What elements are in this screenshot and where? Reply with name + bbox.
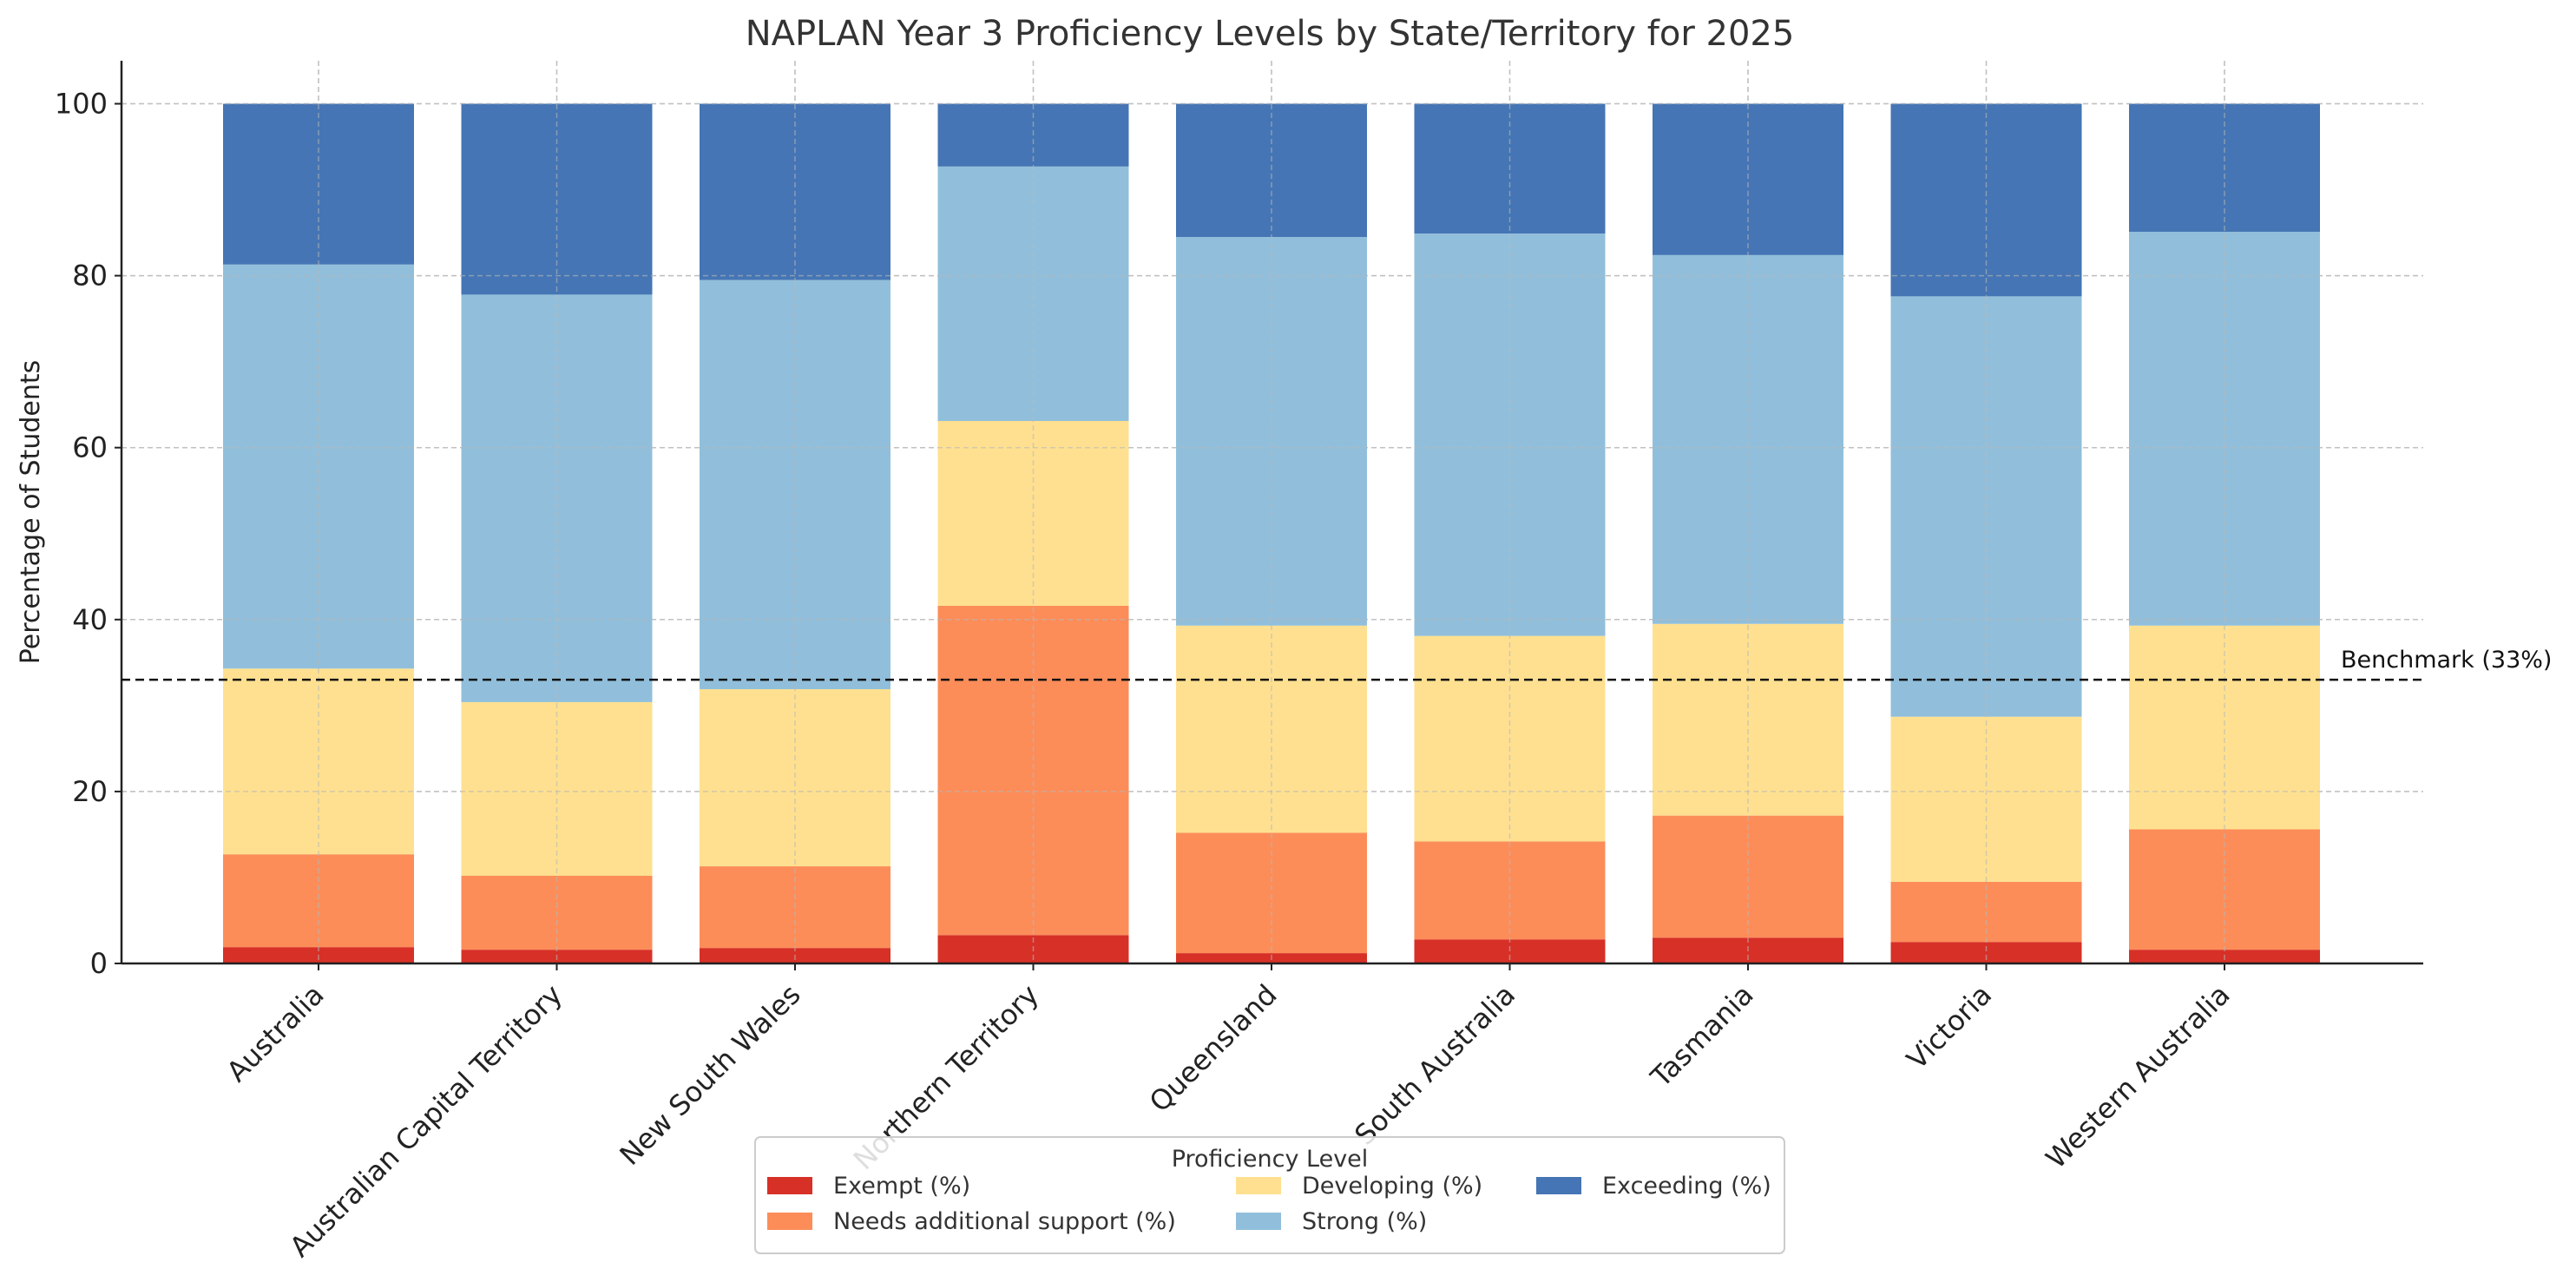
bar-segment-0-7	[1890, 942, 2082, 963]
legend-frame	[754, 1136, 1785, 1254]
x-tick-label: Western Australia	[2040, 978, 2237, 1175]
x-tick-label: South Australia	[1348, 978, 1521, 1152]
bar-segment-3-4	[1176, 237, 1367, 626]
legend-label-0: Exempt (%)	[833, 1173, 970, 1200]
x-tick-label: Australian Capital Territory	[283, 978, 568, 1264]
chart-title: NAPLAN Year 3 Proficiency Levels by Stat…	[746, 14, 1795, 54]
legend: Proficiency Level Exempt (%) Needs additi…	[754, 1136, 1785, 1254]
bar-segment-2-8	[2129, 625, 2320, 830]
legend-label-3: Strong (%)	[1302, 1208, 1427, 1235]
legend-swatch-0	[767, 1177, 812, 1194]
benchmark-label: Benchmark (33%)	[2341, 647, 2552, 674]
legend-swatch-4	[1536, 1177, 1581, 1194]
legend-label-4: Exceeding (%)	[1602, 1173, 1771, 1200]
x-tick-label: Victoria	[1900, 978, 1998, 1076]
x-tick-label: Tasmania	[1644, 978, 1760, 1095]
y-tick-label: 20	[72, 775, 108, 808]
y-axis-label: Percentage of Students	[16, 360, 46, 664]
legend-swatch-2	[1236, 1177, 1281, 1194]
y-tick-label: 80	[72, 260, 108, 293]
y-tick-label: 0	[90, 947, 108, 980]
bar-segment-2-1	[461, 701, 653, 876]
benchmark: Benchmark (33%)	[122, 647, 2552, 681]
x-tick-label: Australia	[220, 978, 331, 1088]
x-tick-label: Queensland	[1143, 978, 1284, 1119]
y-tick-label: 60	[72, 431, 108, 464]
legend-swatch-3	[1236, 1213, 1281, 1230]
y-tick-label: 40	[72, 603, 108, 636]
y-tick-label: 100	[55, 88, 108, 121]
legend-label-2: Developing (%)	[1302, 1173, 1482, 1200]
legend-swatch-1	[767, 1213, 812, 1230]
legend-title: Proficiency Level	[1172, 1146, 1369, 1173]
grid-lines-over	[122, 61, 2423, 964]
legend-label-1: Needs additional support (%)	[833, 1208, 1176, 1235]
y-ticks: 0 20 40 60 80 100	[55, 88, 122, 980]
bars	[122, 61, 2423, 964]
